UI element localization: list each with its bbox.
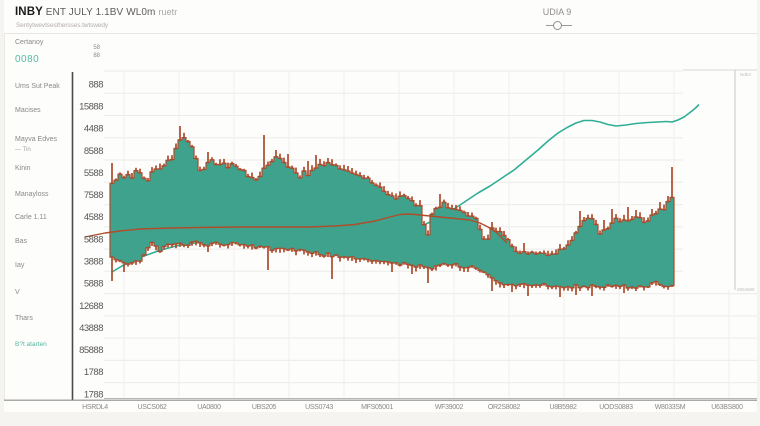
- svg-text:HSRDL4: HSRDL4: [82, 404, 108, 411]
- svg-text:UBS205: UBS205: [252, 404, 277, 411]
- svg-text:12688: 12688: [79, 301, 103, 312]
- svg-text:1788: 1788: [84, 367, 103, 378]
- svg-text:8588: 8588: [84, 146, 103, 157]
- svg-text:0504588: 0504588: [737, 287, 755, 292]
- svg-text:7588: 7588: [84, 190, 103, 201]
- svg-text:5888: 5888: [84, 279, 103, 290]
- svg-text:NdEir: NdEir: [740, 72, 752, 77]
- svg-text:5888: 5888: [84, 234, 103, 245]
- svg-text:U63BS800: U63BS800: [711, 404, 743, 411]
- svg-text:USCS062: USCS062: [137, 404, 166, 411]
- svg-text:85888: 85888: [79, 345, 103, 356]
- svg-text:OR2S8082: OR2S8082: [488, 404, 521, 411]
- svg-text:888: 888: [89, 79, 104, 90]
- svg-text:UODS0883: UODS0883: [599, 404, 633, 411]
- svg-text:4488: 4488: [84, 124, 103, 135]
- svg-text:88: 88: [93, 53, 100, 59]
- svg-text:1788: 1788: [84, 389, 103, 400]
- svg-text:15888: 15888: [79, 102, 103, 113]
- svg-text:58: 58: [93, 45, 100, 51]
- svg-text:MFS05001: MFS05001: [361, 404, 393, 411]
- svg-text:43888: 43888: [79, 323, 103, 334]
- svg-text:3888: 3888: [84, 257, 103, 268]
- svg-text:WF39002: WF39002: [435, 404, 464, 411]
- svg-text:UA0800: UA0800: [197, 404, 221, 411]
- svg-text:U8B5982: U8B5982: [549, 404, 576, 411]
- svg-text:5588: 5588: [84, 168, 103, 179]
- svg-text:USS0743: USS0743: [305, 404, 333, 411]
- svg-text:W8033SM: W8033SM: [655, 404, 686, 411]
- svg-text:4588: 4588: [84, 212, 103, 223]
